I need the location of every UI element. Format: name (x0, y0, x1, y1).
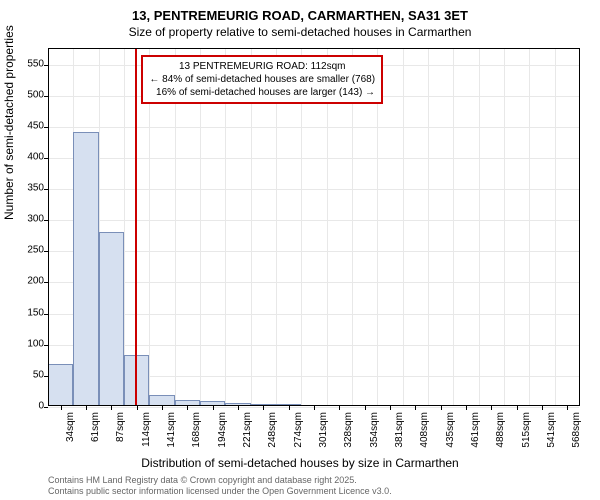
annotation-box: 13 PENTREMEURIG ROAD: 112sqm ← 84% of se… (141, 55, 383, 104)
y-tick-label: 350 (27, 183, 44, 194)
x-tick (517, 406, 518, 410)
x-tick (390, 406, 391, 410)
x-tick-label: 248sqm (267, 412, 278, 452)
x-tick (314, 406, 315, 410)
grid-line-v (504, 49, 505, 406)
grid-line-h (48, 314, 579, 315)
x-tick (415, 406, 416, 410)
bar (99, 232, 124, 406)
x-tick (466, 406, 467, 410)
x-tick (86, 406, 87, 410)
y-tick-label: 0 (38, 401, 44, 412)
y-tick (44, 407, 48, 408)
chart-title-main: 13, PENTREMEURIG ROAD, CARMARTHEN, SA31 … (0, 0, 600, 23)
x-tick-label: 274sqm (293, 412, 304, 452)
x-tick-label: 541sqm (546, 412, 557, 452)
x-tick (61, 406, 62, 410)
x-tick-label: 114sqm (141, 412, 152, 452)
y-tick-label: 100 (27, 338, 44, 349)
x-tick (238, 406, 239, 410)
x-tick (213, 406, 214, 410)
footer-attribution: Contains HM Land Registry data © Crown c… (48, 475, 392, 498)
x-tick-label: 381sqm (394, 412, 405, 452)
grid-line-v (428, 49, 429, 406)
x-tick-label: 141sqm (166, 412, 177, 452)
grid-line-h (48, 282, 579, 283)
y-tick-label: 400 (27, 151, 44, 162)
annotation-line3: 16% of semi-detached houses are larger (… (149, 86, 375, 99)
bar (73, 132, 98, 406)
x-tick (162, 406, 163, 410)
x-tick-label: 568sqm (571, 412, 582, 452)
x-tick-label: 87sqm (115, 412, 126, 452)
x-tick-label: 194sqm (217, 412, 228, 452)
y-axis-line (48, 49, 49, 406)
x-tick (137, 406, 138, 410)
x-tick-label: 461sqm (470, 412, 481, 452)
grid-line-v (529, 49, 530, 406)
footer-line2: Contains public sector information licen… (48, 486, 392, 498)
x-axis-line (48, 405, 579, 406)
x-tick-label: 354sqm (369, 412, 380, 452)
grid-line-h (48, 251, 579, 252)
y-tick-label: 50 (33, 369, 44, 380)
chart-plot-area: 13 PENTREMEURIG ROAD: 112sqm ← 84% of se… (48, 48, 580, 406)
x-tick-label: 301sqm (318, 412, 329, 452)
x-tick (289, 406, 290, 410)
x-tick-label: 61sqm (90, 412, 101, 452)
y-tick-label: 500 (27, 89, 44, 100)
x-tick-label: 168sqm (191, 412, 202, 452)
y-tick-label: 300 (27, 214, 44, 225)
x-tick-label: 408sqm (419, 412, 430, 452)
y-tick-label: 450 (27, 120, 44, 131)
marker-line (135, 49, 137, 406)
chart-title-sub: Size of property relative to semi-detach… (0, 23, 600, 45)
grid-line-h (48, 345, 579, 346)
y-tick-label: 150 (27, 307, 44, 318)
annotation-line1: 13 PENTREMEURIG ROAD: 112sqm (149, 60, 375, 73)
x-tick-label: 34sqm (65, 412, 76, 452)
x-tick (365, 406, 366, 410)
x-tick (187, 406, 188, 410)
x-tick (491, 406, 492, 410)
grid-line-v (555, 49, 556, 406)
x-tick-label: 435sqm (445, 412, 456, 452)
grid-line-v (479, 49, 480, 406)
x-axis-label: Distribution of semi-detached houses by … (0, 456, 600, 470)
x-tick (441, 406, 442, 410)
y-tick-label: 200 (27, 276, 44, 287)
x-tick (339, 406, 340, 410)
grid-line-v (403, 49, 404, 406)
x-tick (542, 406, 543, 410)
x-tick-label: 221sqm (242, 412, 253, 452)
bar (48, 364, 73, 406)
y-tick-label: 550 (27, 58, 44, 69)
annotation-line2: ← 84% of semi-detached houses are smalle… (149, 73, 375, 86)
grid-line-h (48, 127, 579, 128)
x-tick-label: 515sqm (521, 412, 532, 452)
grid-line-h (48, 158, 579, 159)
x-tick-label: 488sqm (495, 412, 506, 452)
x-tick (567, 406, 568, 410)
grid-line-v (453, 49, 454, 406)
x-tick (111, 406, 112, 410)
x-tick (263, 406, 264, 410)
y-tick-label: 250 (27, 245, 44, 256)
x-tick-label: 328sqm (343, 412, 354, 452)
y-axis-label: Number of semi-detached properties (2, 25, 16, 220)
grid-line-v (124, 49, 125, 406)
footer-line1: Contains HM Land Registry data © Crown c… (48, 475, 392, 487)
grid-line-h (48, 189, 579, 190)
grid-line-h (48, 220, 579, 221)
